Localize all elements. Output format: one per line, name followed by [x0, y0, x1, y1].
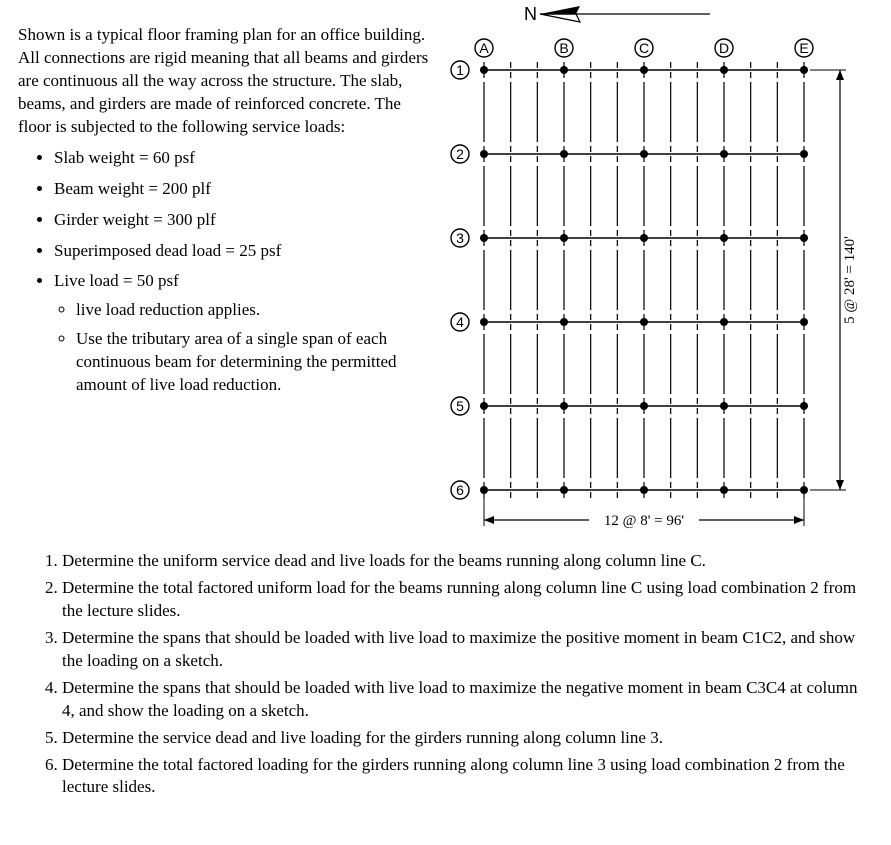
svg-text:C: C [639, 40, 649, 56]
svg-text:A: A [479, 40, 489, 56]
intro-paragraph: Shown is a typical floor framing plan fo… [18, 24, 438, 139]
framing-plan-diagram: A B C D E 1 2 3 4 5 6 12 @ 8' = 96' 5 @ 28' = 140' [444, 30, 874, 550]
svg-text:5: 5 [456, 398, 464, 414]
question-4: Determine the spans that should be loade… [62, 677, 873, 723]
question-1: Determine the uniform service dead and l… [62, 550, 873, 573]
question-5: Determine the service dead and live load… [62, 727, 873, 750]
north-indicator: N [500, 0, 730, 28]
question-6: Determine the total factored loading for… [62, 754, 873, 800]
load-sdl: Superimposed dead load = 25 psf [54, 240, 438, 263]
load-live-sub2: Use the tributary area of a single span … [76, 328, 438, 397]
svg-text:D: D [719, 40, 729, 56]
svg-text:E: E [799, 40, 808, 56]
north-label: N [524, 4, 537, 24]
svg-text:4: 4 [456, 314, 464, 330]
svg-text:1: 1 [456, 62, 464, 78]
questions-list: Determine the uniform service dead and l… [18, 550, 873, 799]
svg-text:3: 3 [456, 230, 464, 246]
load-girder: Girder weight = 300 plf [54, 209, 438, 232]
svg-text:12 @ 8' = 96': 12 @ 8' = 96' [604, 513, 684, 529]
loads-list: Slab weight = 60 psf Beam weight = 200 p… [18, 147, 438, 397]
load-slab: Slab weight = 60 psf [54, 147, 438, 170]
svg-text:B: B [559, 40, 568, 56]
svg-text:5 @ 28' = 140': 5 @ 28' = 140' [842, 236, 858, 324]
question-2: Determine the total factored uniform loa… [62, 577, 873, 623]
load-live: Live load = 50 psf live load reduction a… [54, 270, 438, 397]
question-3: Determine the spans that should be loade… [62, 627, 873, 673]
load-beam: Beam weight = 200 plf [54, 178, 438, 201]
load-live-label: Live load = 50 psf [54, 271, 179, 290]
svg-text:6: 6 [456, 482, 464, 498]
load-live-sub1: live load reduction applies. [76, 299, 438, 322]
svg-text:2: 2 [456, 146, 464, 162]
